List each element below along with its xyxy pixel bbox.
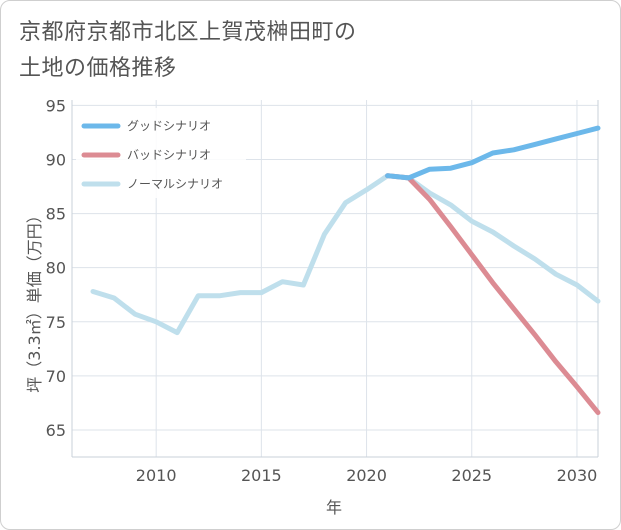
- y-tick-label: 70: [46, 367, 66, 386]
- chart-title: 京都府京都市北区上賀茂榊田町の 土地の価格推移: [19, 15, 579, 87]
- y-tick-label: 75: [46, 313, 66, 332]
- series-line-good: [385, 125, 601, 181]
- y-tick-label: 85: [46, 205, 66, 224]
- series-line-normal: [90, 173, 601, 336]
- tick-labels: 2010 2015 2020 2025 2030 65 70 75 80 85 90 95: [46, 96, 598, 485]
- y-tick-label: 90: [46, 151, 66, 170]
- legend-label: グッドシナリオ: [127, 119, 211, 133]
- y-axis-label: 坪（3.3㎡）単価（万円）: [25, 207, 44, 392]
- series-layer: [90, 125, 601, 416]
- x-tick-label: 2010: [136, 466, 177, 485]
- y-tick-label: 95: [46, 96, 66, 115]
- x-tick-label: 2020: [346, 466, 387, 485]
- y-tick-label: 80: [46, 259, 66, 278]
- x-axis-label: 年: [326, 498, 342, 517]
- y-tick-label: 65: [46, 421, 66, 440]
- chart-title-line-1: 京都府京都市北区上賀茂榊田町の: [19, 20, 357, 45]
- legend-label: ノーマルシナリオ: [127, 177, 223, 191]
- x-tick-label: 2015: [241, 466, 282, 485]
- x-tick-label: 2030: [557, 466, 598, 485]
- chart-title-line-2: 土地の価格推移: [19, 56, 177, 81]
- x-tick-label: 2025: [451, 466, 492, 485]
- legend-label: バッドシナリオ: [127, 148, 211, 162]
- series-line-bad: [385, 173, 601, 416]
